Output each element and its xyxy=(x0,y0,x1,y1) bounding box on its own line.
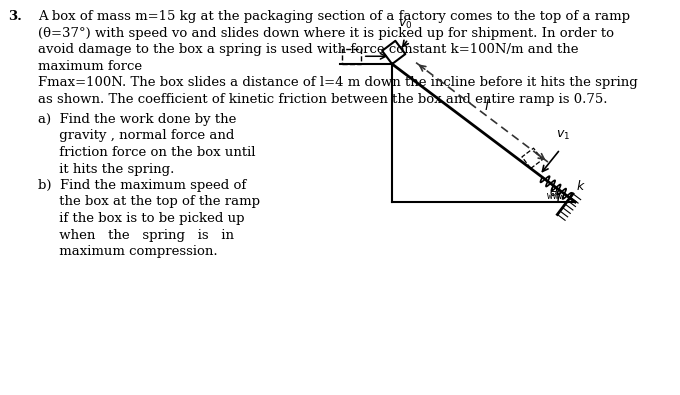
Text: $\theta$: $\theta$ xyxy=(549,185,559,199)
Text: when   the   spring   is   in: when the spring is in xyxy=(38,228,234,241)
Text: maximum force: maximum force xyxy=(38,60,142,73)
Text: b)  Find the maximum speed of: b) Find the maximum speed of xyxy=(38,179,246,192)
Text: if the box is to be picked up: if the box is to be picked up xyxy=(38,212,245,225)
Text: $v_1$: $v_1$ xyxy=(556,129,570,142)
Text: as shown. The coefficient of kinetic friction between the box and entire ramp is: as shown. The coefficient of kinetic fri… xyxy=(38,92,607,105)
Text: A box of mass m=15 kg at the packaging section of a factory comes to the top of : A box of mass m=15 kg at the packaging s… xyxy=(38,10,630,23)
Bar xyxy=(342,49,361,64)
Text: www: www xyxy=(547,191,565,201)
Text: (θ=37°) with speed vo and slides down where it is picked up for shipment. In ord: (θ=37°) with speed vo and slides down wh… xyxy=(38,26,614,40)
Text: the box at the top of the ramp: the box at the top of the ramp xyxy=(38,196,260,209)
Text: $v_0$: $v_0$ xyxy=(398,19,412,32)
Text: $l$: $l$ xyxy=(484,98,490,113)
Text: avoid damage to the box a spring is used with force constant k=100N/m and the: avoid damage to the box a spring is used… xyxy=(38,43,579,56)
Text: gravity , normal force and: gravity , normal force and xyxy=(38,130,235,143)
Text: it hits the spring.: it hits the spring. xyxy=(38,162,174,175)
Text: friction force on the box until: friction force on the box until xyxy=(38,146,256,159)
Text: a)  Find the work done by the: a) Find the work done by the xyxy=(38,113,237,126)
Text: $k$: $k$ xyxy=(576,179,585,192)
Text: 3.: 3. xyxy=(8,10,22,23)
Text: Fmax=100N. The box slides a distance of l=4 m down the incline before it hits th: Fmax=100N. The box slides a distance of … xyxy=(38,76,638,89)
Text: maximum compression.: maximum compression. xyxy=(38,245,218,258)
